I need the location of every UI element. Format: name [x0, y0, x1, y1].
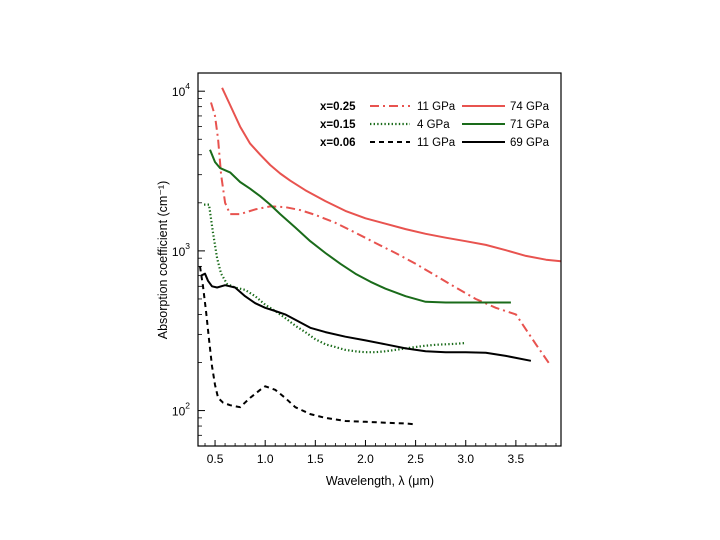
x-tick-label: 3.5	[508, 452, 525, 466]
x-tick-label: 1.5	[307, 452, 324, 466]
y-tick-exponent: 3	[185, 241, 190, 251]
series-line-5	[200, 272, 532, 362]
series-line-6	[199, 266, 416, 426]
x-tick-label: 0.5	[207, 452, 224, 466]
series-layer	[199, 87, 561, 426]
legend-composition: x=0.06	[320, 137, 356, 149]
legend-label-high: 71 GPa	[510, 119, 550, 131]
y-axis-title: Absorption coefficient (cm⁻¹)	[156, 181, 170, 340]
legend-label-low: 11 GPa	[417, 137, 456, 149]
legend-label-low: 4 GPa	[417, 119, 450, 131]
x-tick-label: 3.0	[457, 452, 474, 466]
x-axis-title: Wavelength, λ (μm)	[326, 474, 434, 488]
x-tick-label: 2.5	[407, 452, 424, 466]
y-axis-ticks: 102 103 104	[172, 81, 205, 447]
plot-frame	[197, 72, 562, 447]
y-tick-label: 102	[172, 401, 190, 419]
series-line-4	[204, 203, 466, 354]
x-axis-ticks: 0.5 1.0 1.5 2.0 2.5 3.0 3.5	[204, 440, 557, 466]
y-tick-exponent: 4	[185, 81, 190, 91]
x-tick-label: 2.0	[357, 452, 374, 466]
x-tick-label: 1.0	[257, 452, 274, 466]
series-line-3	[209, 149, 511, 304]
legend-composition: x=0.25	[320, 101, 356, 113]
legend-composition: x=0.15	[320, 119, 356, 131]
legend-label-high: 74 GPa	[510, 101, 550, 113]
y-tick-label: 104	[172, 81, 190, 99]
y-tick-label: 103	[172, 241, 190, 259]
legend: x=0.25 11 GPa 74 GPa x=0.15 4 GPa 71 GPa x=0.0…	[320, 101, 550, 149]
legend-label-low: 11 GPa	[417, 101, 456, 113]
series-line-1	[221, 87, 561, 263]
series-line-2	[210, 102, 552, 367]
y-tick-exponent: 2	[185, 401, 190, 411]
legend-label-high: 69 GPa	[510, 137, 550, 149]
